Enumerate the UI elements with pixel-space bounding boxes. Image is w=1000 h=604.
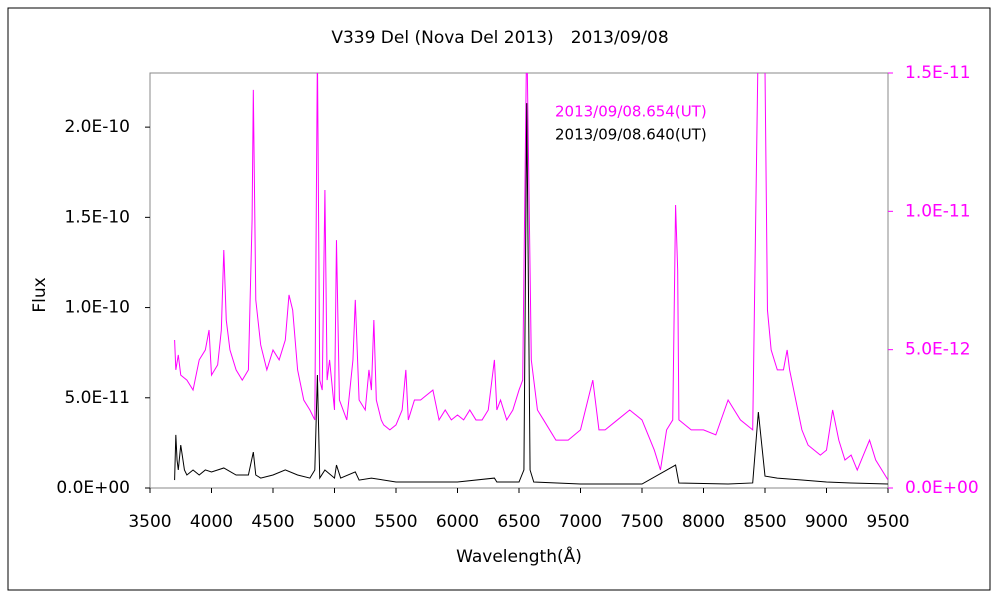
spectrum-line xyxy=(174,103,888,485)
y2-tick-label: 0.0E+00 xyxy=(905,478,979,498)
y-tick-label: 2.0E-10 xyxy=(64,117,130,137)
x-tick-label: 7500 xyxy=(620,512,663,532)
plot-lines xyxy=(174,73,888,485)
y-tick-label: 1.5E-10 xyxy=(64,207,130,227)
y2-tick-label: 1.5E-11 xyxy=(905,63,971,83)
x-tick-label: 8000 xyxy=(682,512,725,532)
x-tick-label: 4000 xyxy=(190,512,233,532)
legend-entry: 2013/09/08.654(UT) xyxy=(555,103,707,121)
y-tick-label: 1.0E-10 xyxy=(64,298,130,318)
x-tick-label: 4500 xyxy=(251,512,294,532)
plot-area xyxy=(149,72,889,489)
x-tick-label: 6000 xyxy=(436,512,479,532)
y2-tick-label: 5.0E-12 xyxy=(905,340,971,360)
y2-tick-label: 1.0E-11 xyxy=(905,201,971,221)
y-tick-label: 5.0E-11 xyxy=(64,388,130,408)
x-tick-label: 8500 xyxy=(743,512,786,532)
x-tick-label: 9500 xyxy=(866,512,909,532)
chart-title: V339 Del (Nova Del 2013) 2013/09/08 xyxy=(331,28,668,48)
x-tick-label: 6500 xyxy=(497,512,540,532)
x-tick-label: 5500 xyxy=(374,512,417,532)
y-tick-label: 0.0E+00 xyxy=(56,478,130,498)
x-tick-label: 5000 xyxy=(313,512,356,532)
x-tick-label: 3500 xyxy=(128,512,171,532)
x-tick-label: 7000 xyxy=(559,512,602,532)
x-tick-label: 9000 xyxy=(805,512,848,532)
legend-entry: 2013/09/08.640(UT) xyxy=(555,126,707,144)
y-axis-label: Flux xyxy=(30,277,50,312)
x-axis-label: Wavelength(Å) xyxy=(456,545,582,567)
spectrum-line xyxy=(174,73,888,481)
